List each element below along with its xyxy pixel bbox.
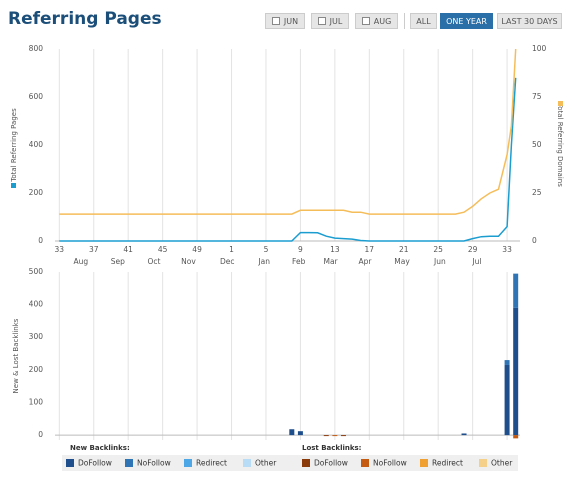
separator xyxy=(404,13,405,29)
page-title: Referring Pages xyxy=(8,9,162,29)
month-label: Oct xyxy=(148,257,161,266)
series-line xyxy=(59,77,517,242)
series-line xyxy=(59,48,517,215)
y-tick-label: 200 xyxy=(29,188,44,197)
month-label: May xyxy=(394,257,410,266)
legend-swatch xyxy=(184,459,192,467)
y-axis-title: Total Referring Pages xyxy=(10,108,18,183)
month-label: Feb xyxy=(292,257,306,266)
x-tick-label: 45 xyxy=(158,245,168,254)
x-tick-label: 17 xyxy=(365,245,375,254)
month-label: JUL xyxy=(329,17,343,26)
x-tick-label: 37 xyxy=(89,245,99,254)
y2-tick-label: 50 xyxy=(532,140,542,149)
y2-tick-label: 100 xyxy=(532,44,547,53)
month-label: AUG xyxy=(373,17,392,26)
range-button[interactable]: LAST 30 DAYS xyxy=(497,13,562,29)
legend-swatch xyxy=(361,459,369,467)
y2-legend-swatch xyxy=(558,101,563,106)
month-label: Apr xyxy=(359,257,373,266)
month-label: Sep xyxy=(111,257,125,266)
legend-label: Redirect xyxy=(196,459,227,468)
legend-swatch xyxy=(479,459,487,467)
month-label: JUN xyxy=(283,17,299,26)
bar xyxy=(461,433,467,436)
legend-label: NoFollow xyxy=(373,459,407,468)
legend-swatch xyxy=(302,459,310,467)
x-tick-label: 25 xyxy=(433,245,443,254)
y-tick-label: 0 xyxy=(38,236,43,245)
bar xyxy=(297,431,303,436)
bar xyxy=(513,307,519,436)
y2-tick-label: 0 xyxy=(532,236,537,245)
legend-swatch xyxy=(243,459,251,467)
x-tick-label: 33 xyxy=(502,245,512,254)
legend-label: NoFollow xyxy=(137,459,171,468)
range-button[interactable]: ALL xyxy=(410,13,437,29)
month-label: Nov xyxy=(181,257,196,266)
legend-group-title: New Backlinks: xyxy=(70,444,130,452)
legend-label: Redirect xyxy=(432,459,463,468)
y-tick-label: 600 xyxy=(29,92,44,101)
y2-axis-title: Total Referring Domains xyxy=(556,102,564,187)
month-label: Jul xyxy=(471,257,481,266)
legend-swatch xyxy=(125,459,133,467)
legend-swatch xyxy=(420,459,428,467)
month-label: Jun xyxy=(433,257,446,266)
y-tick-label: 500 xyxy=(29,267,44,276)
x-tick-label: 21 xyxy=(399,245,409,254)
legend-group-title: Lost Backlinks: xyxy=(302,444,362,452)
bar xyxy=(513,273,519,308)
x-tick-label: 1 xyxy=(229,245,234,254)
y2-tick-label: 75 xyxy=(532,92,542,101)
legend-background xyxy=(62,455,518,471)
y-tick-label: 0 xyxy=(38,430,43,439)
legend-label: DoFollow xyxy=(78,459,112,468)
x-tick-label: 49 xyxy=(192,245,202,254)
y-tick-label: 300 xyxy=(29,332,44,341)
bar xyxy=(332,435,338,437)
y-tick-label: 200 xyxy=(29,365,44,374)
bar xyxy=(323,435,329,437)
y-tick-label: 400 xyxy=(29,140,44,149)
bar xyxy=(289,429,295,436)
month-label: Jan xyxy=(257,257,270,266)
x-tick-label: 41 xyxy=(123,245,133,254)
bar xyxy=(513,435,519,439)
legend-label: Other xyxy=(491,459,513,468)
y2-tick-label: 25 xyxy=(532,188,542,197)
x-tick-label: 13 xyxy=(330,245,340,254)
legend-swatch xyxy=(66,459,74,467)
bar xyxy=(504,364,510,436)
x-tick-label: 9 xyxy=(298,245,303,254)
month-label: Mar xyxy=(323,257,338,266)
legend-label: Other xyxy=(255,459,277,468)
month-button[interactable]: JUN xyxy=(265,13,305,29)
legend-label: DoFollow xyxy=(314,459,348,468)
month-button[interactable]: AUG xyxy=(355,13,398,29)
month-label: Aug xyxy=(74,257,89,266)
bar xyxy=(340,435,346,437)
month-label: Dec xyxy=(220,257,235,266)
x-tick-label: 29 xyxy=(468,245,478,254)
y-tick-label: 800 xyxy=(29,44,44,53)
y-tick-label: 400 xyxy=(29,300,44,309)
y-legend-swatch xyxy=(11,183,16,188)
y-axis-title: New & Lost Backlinks xyxy=(12,318,20,393)
bar xyxy=(504,360,510,365)
range-button[interactable]: ONE YEAR xyxy=(440,13,493,29)
y-tick-label: 100 xyxy=(29,397,44,406)
x-tick-label: 5 xyxy=(264,245,269,254)
month-button[interactable]: JUL xyxy=(311,13,349,29)
x-tick-label: 33 xyxy=(55,245,65,254)
